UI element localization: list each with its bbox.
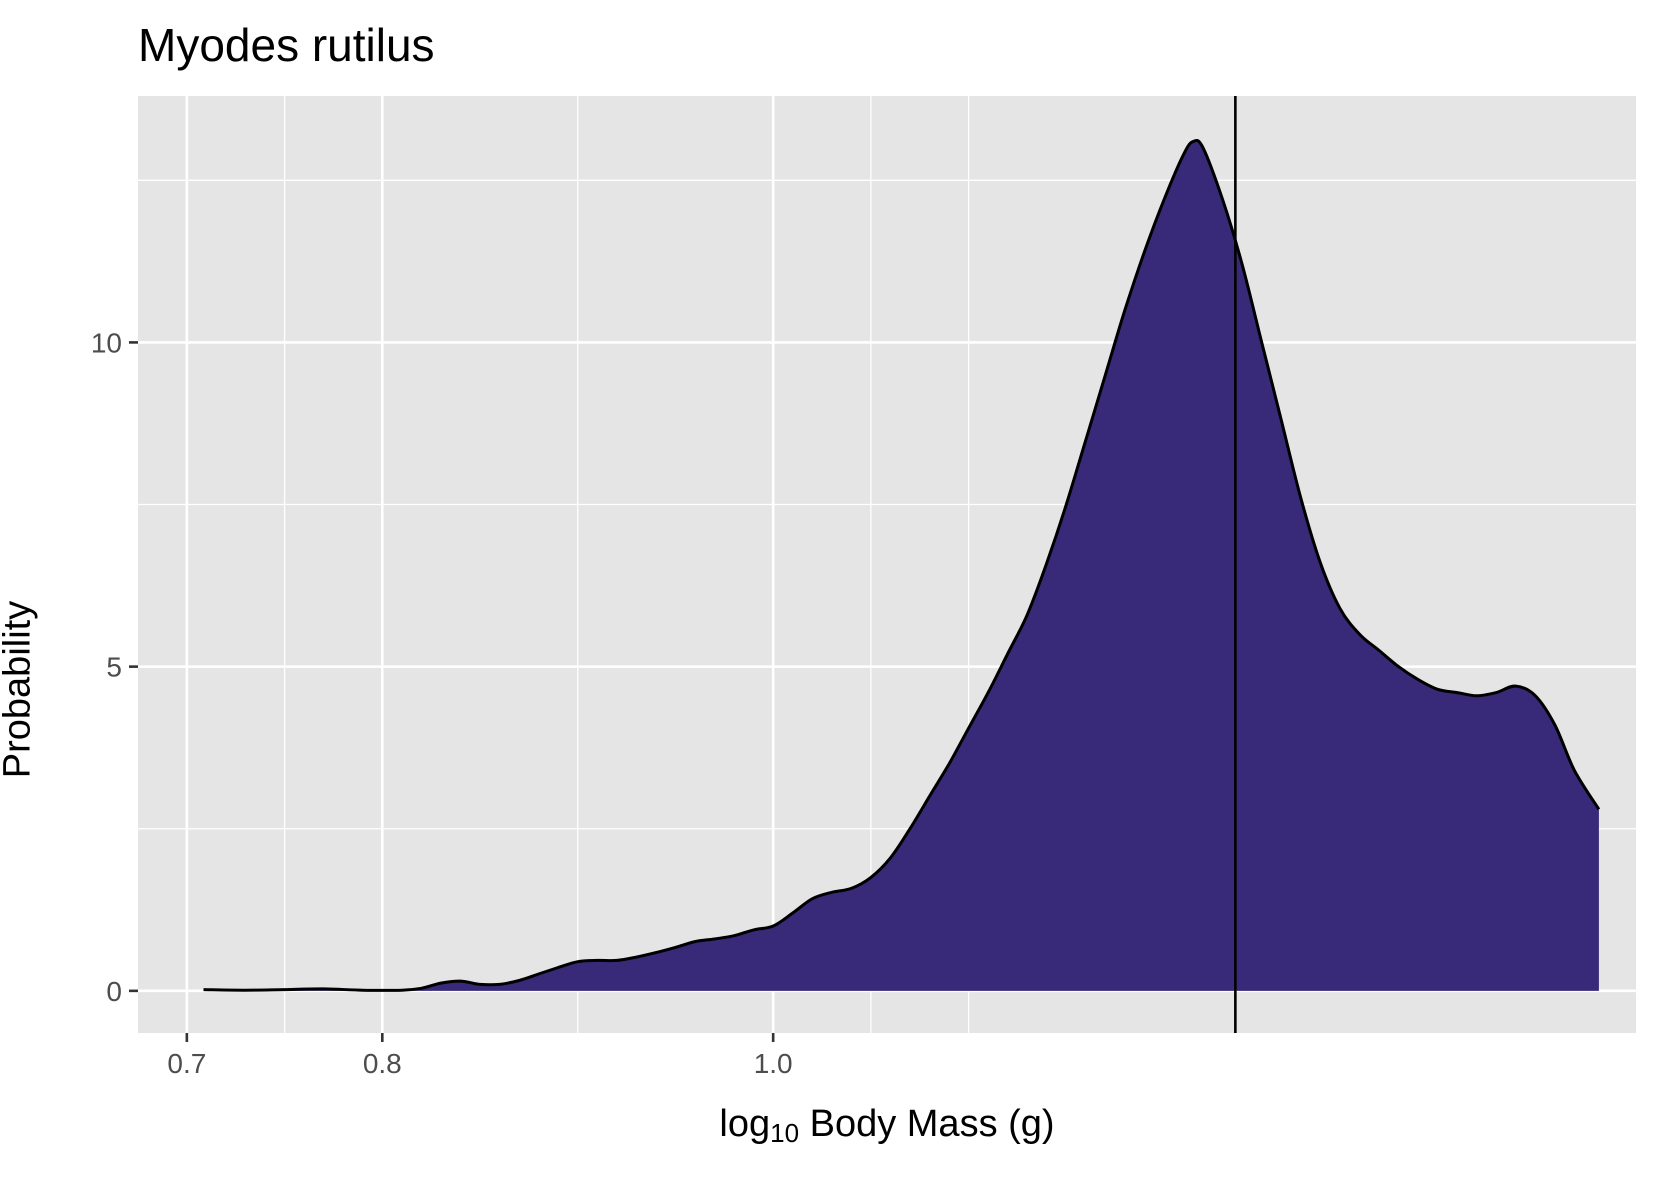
y-axis: 0 5 10: [91, 327, 138, 1007]
x-axis-label-subscript: 10: [770, 1118, 800, 1148]
x-tick-label: 0.8: [363, 1048, 402, 1079]
x-axis-label: log10 Body Mass (g): [138, 1103, 1636, 1149]
density-area: [203, 140, 1599, 991]
chart-title: Myodes rutilus: [138, 19, 435, 71]
y-tick-label: 0: [106, 976, 122, 1007]
y-tick-label: 5: [106, 652, 122, 683]
x-axis-label-log: log: [719, 1103, 771, 1145]
x-tick-label: 0.7: [167, 1048, 206, 1079]
density-outline: [203, 138, 1601, 992]
minor-gridlines: [138, 96, 1636, 1033]
y-tick-label: 10: [91, 327, 122, 358]
x-tick-label: 1.0: [754, 1048, 793, 1079]
x-axis-label-text: Body Mass (g): [799, 1103, 1055, 1145]
x-axis: 0.7 0.8 1.0: [167, 1033, 793, 1079]
